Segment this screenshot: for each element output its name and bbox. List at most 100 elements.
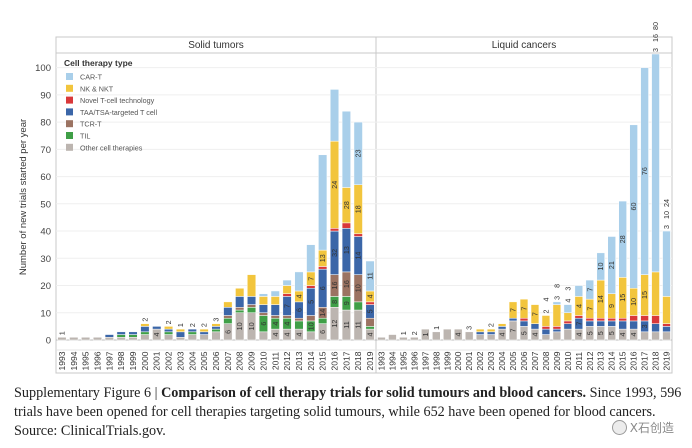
data-label: 80 bbox=[651, 22, 660, 30]
bar-segment bbox=[270, 315, 280, 319]
bar-segment bbox=[662, 331, 671, 341]
data-label: 24 bbox=[330, 181, 339, 189]
data-label: 16 bbox=[342, 280, 351, 288]
data-label: 23 bbox=[354, 149, 363, 157]
bar-segment bbox=[519, 317, 529, 322]
bar-segment bbox=[175, 328, 185, 333]
bar-segment bbox=[270, 304, 280, 316]
x-tick-label: 2010 bbox=[563, 351, 573, 370]
data-label: 4 bbox=[366, 333, 375, 337]
bar-segment bbox=[140, 334, 150, 341]
data-label: 2 bbox=[188, 323, 197, 327]
bar-segment bbox=[365, 301, 375, 305]
data-label: 28 bbox=[342, 201, 351, 209]
chart-svg: 0 10 20 30 40 50 60 70 80 90 100 Number of new tria… bbox=[18, 22, 673, 374]
bar-segment bbox=[563, 328, 573, 341]
data-label: 16 bbox=[651, 34, 660, 42]
x-tick-label: 2017 bbox=[341, 351, 351, 370]
bar-segment bbox=[541, 334, 551, 341]
data-label: 10 bbox=[235, 322, 244, 330]
data-label: 11 bbox=[354, 321, 363, 328]
bar-segment bbox=[187, 334, 197, 341]
data-label: 7 bbox=[509, 308, 518, 312]
x-tick-label: 2018 bbox=[651, 351, 661, 370]
data-label: 3 bbox=[563, 287, 572, 291]
bar-segment bbox=[421, 328, 430, 341]
x-tick-label: 2012 bbox=[282, 351, 292, 370]
data-label: 7 bbox=[585, 288, 594, 292]
bar-segment bbox=[294, 320, 304, 330]
bar-segment bbox=[258, 293, 268, 297]
bar-segment bbox=[211, 323, 221, 327]
data-label: 3 bbox=[552, 296, 561, 300]
bar-segment bbox=[662, 230, 671, 297]
data-label: 5 bbox=[306, 300, 315, 304]
data-label: 60 bbox=[629, 203, 638, 211]
bar-segment bbox=[651, 315, 660, 324]
x-tick-label: 2019 bbox=[365, 351, 375, 370]
y-tick-label-100: 100 bbox=[35, 63, 51, 74]
x-tick-label: 1999 bbox=[442, 351, 452, 370]
bar-segment bbox=[640, 331, 649, 341]
bar-segment bbox=[508, 301, 518, 319]
data-label: 15 bbox=[640, 291, 649, 299]
bar-segment bbox=[247, 304, 257, 308]
bar-segment bbox=[618, 200, 627, 278]
bar-segment bbox=[651, 331, 660, 341]
bar-segment bbox=[211, 331, 221, 341]
data-label: 4 bbox=[366, 294, 375, 298]
bar-segment bbox=[235, 287, 245, 297]
bar-segment bbox=[596, 317, 605, 322]
data-label: 4 bbox=[271, 333, 280, 337]
x-tick-label: 2018 bbox=[353, 351, 363, 370]
data-label: 76 bbox=[640, 167, 649, 175]
bar-segment bbox=[640, 67, 649, 275]
bar-segment bbox=[454, 328, 463, 341]
bar-segment bbox=[164, 331, 174, 335]
x-tick-label: 2011 bbox=[574, 352, 584, 371]
x-tick-label: 2006 bbox=[211, 351, 221, 370]
bar-segment bbox=[223, 307, 233, 316]
x-tick-label: 1998 bbox=[431, 351, 441, 370]
bar-segment bbox=[187, 331, 197, 335]
data-label: 14 bbox=[596, 295, 605, 303]
data-label: 5 bbox=[607, 331, 616, 335]
legend-swatch bbox=[66, 132, 73, 139]
data-label: 4 bbox=[618, 333, 627, 337]
x-tick-label: 2016 bbox=[330, 351, 340, 370]
data-label: 24 bbox=[662, 199, 671, 207]
bar-segment bbox=[552, 301, 562, 305]
data-label: 5 bbox=[520, 331, 529, 335]
data-label: 2 bbox=[200, 323, 209, 327]
y-tick-label-40: 40 bbox=[40, 227, 51, 238]
x-tick-label: 2002 bbox=[475, 351, 485, 370]
legend-entry: Other cell therapies bbox=[80, 143, 143, 152]
data-label: 9 bbox=[342, 301, 351, 305]
legend-entry: Novel T-cell technology bbox=[80, 96, 155, 105]
bar-segment bbox=[318, 317, 328, 324]
plot-frame bbox=[55, 36, 673, 374]
data-label: 5 bbox=[596, 331, 605, 335]
bar-segment bbox=[365, 317, 375, 327]
bar-segment bbox=[258, 331, 268, 341]
data-label: 7 bbox=[520, 307, 529, 311]
x-tick-label: 1995 bbox=[81, 351, 91, 370]
x-tick-label: 1996 bbox=[409, 351, 419, 370]
x-tick-label: 2019 bbox=[662, 351, 672, 370]
x-tick-label: 2012 bbox=[585, 351, 595, 370]
bar-segment bbox=[574, 285, 584, 297]
data-label: 4 bbox=[629, 333, 638, 337]
legend-entry: CAR-T bbox=[80, 73, 103, 82]
x-tick-label: 2013 bbox=[294, 351, 304, 370]
legend-swatch bbox=[66, 96, 73, 104]
bar-segment bbox=[282, 279, 292, 286]
bar-segment bbox=[235, 296, 245, 308]
data-label: 6 bbox=[318, 330, 327, 334]
data-label: 16 bbox=[330, 282, 339, 290]
bar-segment bbox=[486, 334, 496, 341]
data-label: 4 bbox=[563, 299, 572, 303]
x-tick-label: 1996 bbox=[92, 351, 102, 370]
panel-liquid-cancers: Liquid cancers 1993 1994 1 1995 2 1996 1 1997 1 19… bbox=[376, 22, 671, 370]
x-tick-label: 2007 bbox=[223, 351, 233, 370]
legend: Cell therapy type CAR-T NK & NKT Novel T-ce… bbox=[64, 58, 157, 152]
